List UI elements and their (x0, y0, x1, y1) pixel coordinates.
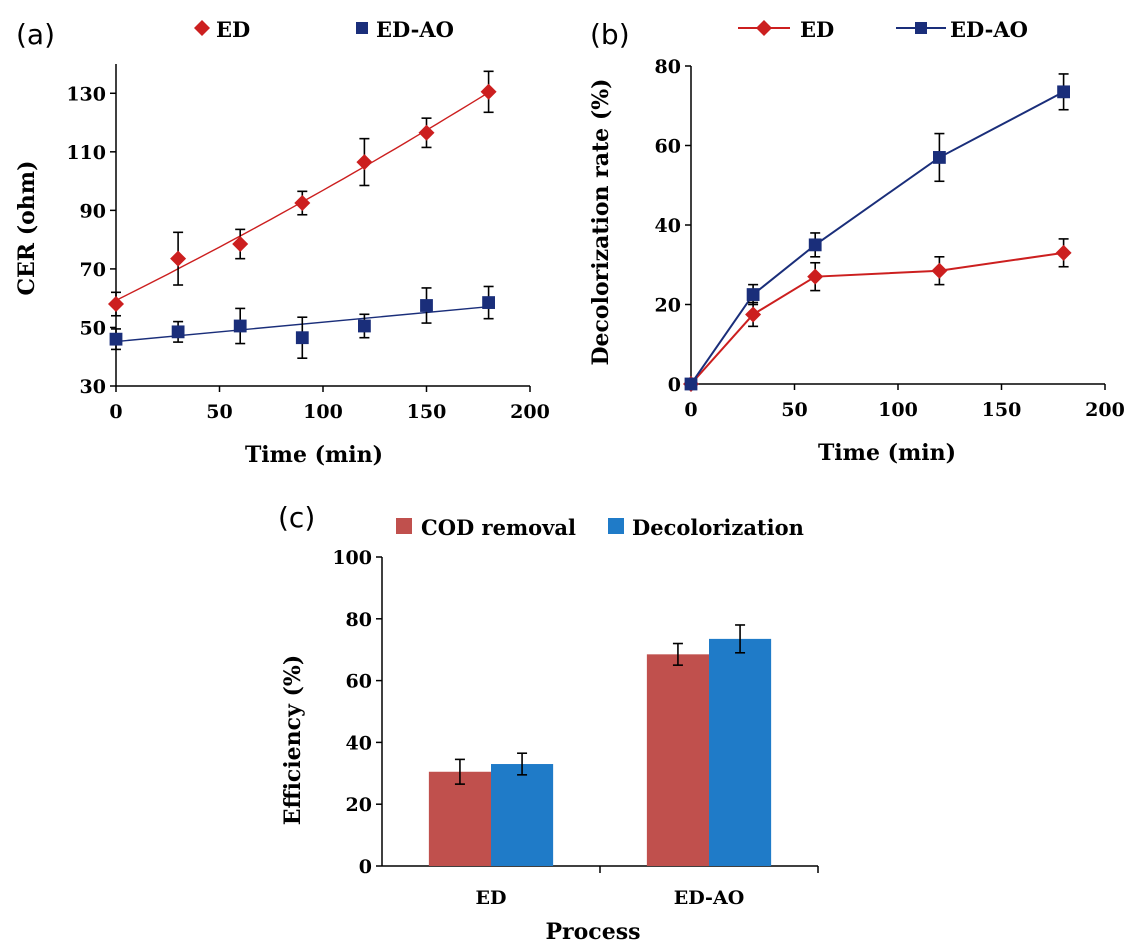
y-tick-label-a-5: 130 (66, 83, 106, 105)
point-a-1-3 (295, 331, 309, 345)
legend-marker-ed-ao-b (915, 22, 927, 34)
x-tick-label-a-1: 50 (206, 401, 232, 423)
panel-label-a: (a) (16, 18, 55, 51)
point-a-0-3 (294, 195, 311, 212)
x-category-label-1: ED-AO (674, 887, 745, 909)
bars-c (428, 624, 772, 866)
point-a-1-0 (109, 332, 123, 346)
point-b-1-4 (1057, 85, 1070, 99)
y-tick-label-b-0: 0 (668, 374, 681, 396)
y-tick-label-c-5: 100 (332, 547, 372, 569)
y-ticks-b: 0 20 40 60 80 (655, 56, 691, 396)
point-a-0-0 (108, 296, 124, 313)
errorbar-c-1-0 (517, 752, 528, 776)
legend-label-ed-b: ED (800, 17, 834, 42)
y-tick-label-c-3: 60 (346, 671, 372, 693)
bar-1-1 (709, 638, 772, 866)
errorbar-c-1-1 (735, 624, 746, 654)
point-b-0-2 (807, 268, 824, 285)
panel-label-c: (c) (278, 501, 315, 534)
y-tick-label-a-0: 30 (80, 376, 106, 398)
y-ticks-c: 0 20 40 60 80 100 (332, 547, 382, 878)
legend-marker-ed-b (756, 20, 772, 36)
x-axis-title-a: Time (min) (245, 442, 383, 468)
chart-panel-a: (a) ED ED-AO 30 50 70 90 110 130 0 50 100 150 200… (14, 17, 550, 468)
bar-0-0 (428, 771, 491, 866)
y-tick-label-c-2: 40 (346, 732, 372, 754)
point-a-0-2 (232, 236, 249, 253)
legend-b: ED ED-AO (738, 17, 1028, 42)
y-tick-label-b-1: 20 (655, 295, 681, 317)
y-tick-label-b-3: 60 (655, 136, 681, 158)
point-a-1-5 (420, 299, 433, 312)
x-tick-label-b-3: 150 (982, 399, 1022, 421)
x-tick-label-b-2: 100 (878, 399, 918, 421)
bar-0-1 (646, 654, 709, 866)
legend-swatch-decolorization (608, 518, 624, 534)
errorbar-c-0-1 (672, 642, 683, 666)
x-tick-label-b-1: 50 (781, 399, 807, 421)
x-ticks-a: 0 50 100 150 200 (109, 386, 550, 423)
y-tick-label-a-3: 90 (80, 200, 106, 222)
x-tick-label-b-4: 200 (1085, 399, 1125, 421)
x-axis-title-b: Time (min) (818, 440, 956, 466)
point-b-1-2 (808, 238, 822, 252)
x-tick-label-a-3: 150 (407, 401, 447, 423)
y-tick-label-c-4: 80 (346, 609, 372, 631)
y-axis-title-b: Decolorization rate (%) (588, 78, 614, 365)
errorbar-c-0-0 (454, 758, 465, 785)
legend-label-ed: ED (216, 17, 250, 42)
point-a-1-6 (482, 296, 495, 309)
legend-label-ed-ao-b: ED-AO (950, 17, 1028, 42)
y-tick-label-c-1: 20 (346, 794, 372, 816)
data-marks-b (683, 73, 1072, 392)
y-tick-label-a-4: 110 (66, 142, 106, 164)
legend-a: ED ED-AO (194, 17, 454, 42)
y-tick-label-b-4: 80 (655, 56, 681, 78)
legend-c: COD removal Decolorization (396, 515, 804, 540)
y-tick-label-c-0: 0 (359, 856, 372, 878)
x-tick-label-a-0: 0 (109, 401, 122, 423)
legend-label-ed-ao: ED-AO (376, 17, 454, 42)
x-category-label-0: ED (476, 887, 507, 909)
x-tick-label-a-4: 200 (510, 401, 550, 423)
x-categories-c: ED ED-AO (476, 866, 819, 909)
point-b-0-1 (745, 306, 762, 323)
point-b-0-4 (1055, 244, 1072, 261)
series-line-b-1 (690, 90, 1065, 385)
y-ticks-a: 30 50 70 90 110 130 (66, 83, 116, 398)
x-ticks-b: 0 50 100 150 200 (684, 384, 1125, 421)
data-marks-a (108, 70, 497, 359)
y-tick-label-a-1: 50 (80, 317, 106, 339)
point-b-1-0 (684, 377, 698, 391)
point-a-0-5 (418, 124, 435, 141)
point-b-0-3 (931, 262, 948, 279)
bar-1-0 (491, 764, 554, 866)
x-axis-title-c: Process (546, 919, 641, 945)
x-tick-label-b-0: 0 (684, 399, 697, 421)
point-b-1-3 (933, 151, 946, 164)
y-tick-label-a-2: 70 (80, 259, 106, 281)
point-a-1-1 (171, 325, 185, 339)
point-b-1-1 (746, 288, 760, 301)
legend-label-cod: COD removal (421, 515, 576, 540)
chart-panel-b: (b) ED ED-AO 0 20 40 60 80 0 50 100 150 200 Time… (588, 17, 1125, 466)
legend-label-decolorization: Decolorization (632, 515, 804, 540)
point-a-1-4 (358, 319, 371, 333)
legend-marker-ed (194, 20, 210, 36)
point-a-0-1 (170, 250, 187, 267)
x-tick-label-a-2: 100 (303, 401, 343, 423)
y-tick-label-b-2: 40 (655, 215, 681, 237)
point-a-1-2 (233, 319, 247, 333)
legend-swatch-cod (396, 518, 412, 534)
point-a-0-6 (480, 83, 497, 100)
legend-marker-ed-ao (356, 22, 368, 34)
chart-panel-c: (c) COD removal Decolorization 0 20 40 60 80… (278, 501, 819, 945)
point-a-0-4 (356, 154, 373, 171)
series-line-b-0 (690, 251, 1064, 385)
panel-label-b: (b) (590, 18, 630, 51)
y-axis-title-a: CER (ohm) (14, 161, 40, 296)
y-axis-title-c: Efficiency (%) (280, 655, 306, 826)
